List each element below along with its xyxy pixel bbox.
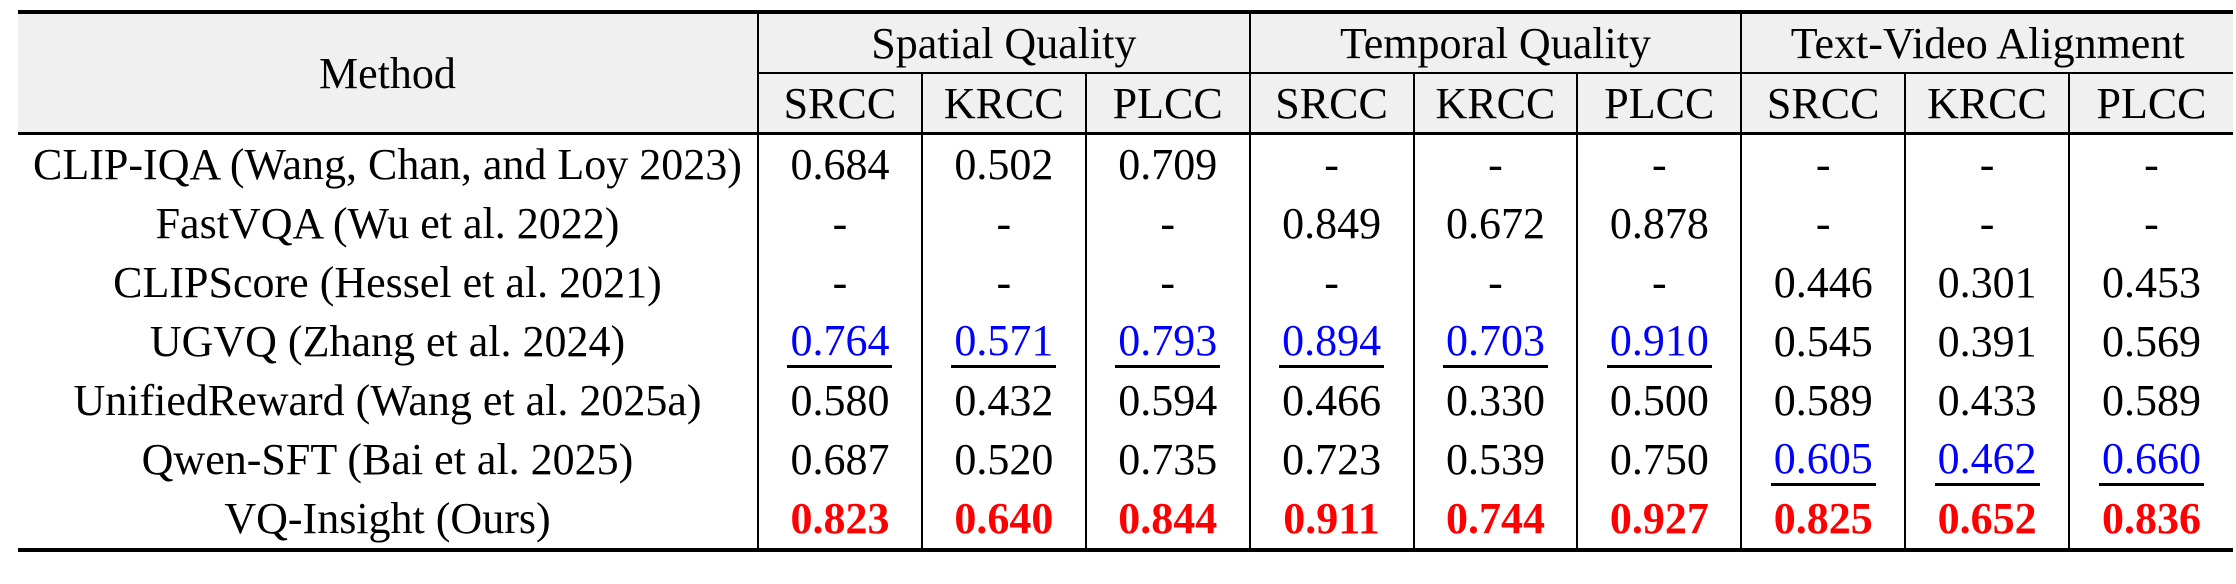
value-cell: 0.735 <box>1084 430 1250 489</box>
value-cell: 0.545 <box>1740 312 1906 371</box>
results-table: Method Spatial Quality Temporal Quality … <box>18 10 2233 552</box>
value-cell: 0.911 <box>1248 489 1414 550</box>
value-cell: 0.750 <box>1576 430 1742 489</box>
value-cell: - <box>1904 133 2069 194</box>
value-cell: 0.793 <box>1084 312 1250 371</box>
value-cell: 0.589 <box>2068 371 2233 430</box>
metric-header-plcc: PLCC <box>1084 73 1250 135</box>
value-cell: 0.580 <box>757 371 922 430</box>
value-cell: 0.709 <box>1084 133 1250 194</box>
group-header-row: Method Spatial Quality Temporal Quality … <box>18 12 2233 135</box>
value-cell: 0.927 <box>1576 489 1742 550</box>
value-cell: 0.453 <box>2068 253 2233 312</box>
table-row: UnifiedReward (Wang et al. 2025a) 0.580 … <box>18 371 2233 430</box>
metric-header-srcc: SRCC <box>1740 73 1906 135</box>
value-cell: 0.433 <box>1904 371 2069 430</box>
table-row: VQ-Insight (Ours) 0.823 0.640 0.844 0.91… <box>18 489 2233 550</box>
metric-header-row: SRCC KRCC PLCC SRCC KRCC PLCC SRCC KRCC … <box>18 73 2233 135</box>
value-cell: 0.301 <box>1904 253 2069 312</box>
metric-header-krcc: KRCC <box>1904 73 2069 135</box>
value-cell: 0.823 <box>757 489 922 550</box>
method-cell: CLIP-IQA (Wang, Chan, and Loy 2023) <box>33 140 742 189</box>
value-cell: - <box>1740 133 1906 194</box>
value-cell: 0.672 <box>1412 194 1578 253</box>
value-cell: 0.520 <box>920 430 1086 489</box>
value-cell: 0.660 <box>2068 430 2233 489</box>
method-cell: CLIPScore (Hessel et al. 2021) <box>113 258 662 307</box>
value-cell: 0.764 <box>757 312 922 371</box>
metric-header-krcc: KRCC <box>920 73 1086 135</box>
method-cell: VQ-Insight (Ours) <box>224 494 551 543</box>
value-cell: - <box>1412 253 1578 312</box>
value-cell: - <box>1248 133 1414 194</box>
value-cell: 0.687 <box>757 430 922 489</box>
metric-header-srcc: SRCC <box>1248 73 1414 135</box>
value-cell: - <box>920 253 1086 312</box>
value-cell: 0.594 <box>1084 371 1250 430</box>
group-header-temporal-quality: Temporal Quality <box>1248 12 1742 74</box>
method-cell: FastVQA (Wu et al. 2022) <box>155 199 620 248</box>
value-cell: 0.894 <box>1248 312 1414 371</box>
metric-header-srcc: SRCC <box>757 73 922 135</box>
value-cell: 0.539 <box>1412 430 1578 489</box>
value-cell: 0.589 <box>1740 371 1906 430</box>
table-row: Qwen-SFT (Bai et al. 2025) 0.687 0.520 0… <box>18 430 2233 489</box>
value-cell: 0.849 <box>1248 194 1414 253</box>
value-cell: - <box>1248 253 1414 312</box>
metric-header-plcc: PLCC <box>1576 73 1742 135</box>
table-body: CLIP-IQA (Wang, Chan, and Loy 2023) 0.68… <box>18 133 2233 550</box>
value-cell: 0.703 <box>1412 312 1578 371</box>
value-cell: 0.500 <box>1576 371 1742 430</box>
value-cell: 0.878 <box>1576 194 1742 253</box>
value-cell: - <box>1412 133 1578 194</box>
table-row: FastVQA (Wu et al. 2022) - - - 0.849 0.6… <box>18 194 2233 253</box>
value-cell: 0.744 <box>1412 489 1578 550</box>
metric-header-plcc: PLCC <box>2068 73 2233 135</box>
value-cell: 0.684 <box>757 133 922 194</box>
group-header-text-video-alignment: Text-Video Alignment <box>1740 12 2233 74</box>
value-cell: 0.836 <box>2068 489 2233 550</box>
value-cell: 0.825 <box>1740 489 1906 550</box>
value-cell: - <box>1576 253 1742 312</box>
method-cell: UnifiedReward (Wang et al. 2025a) <box>73 376 702 425</box>
value-cell: 0.502 <box>920 133 1086 194</box>
value-cell: 0.462 <box>1904 430 2069 489</box>
value-cell: - <box>2068 194 2233 253</box>
value-cell: 0.330 <box>1412 371 1578 430</box>
value-cell: 0.844 <box>1084 489 1250 550</box>
value-cell: 0.466 <box>1248 371 1414 430</box>
value-cell: 0.446 <box>1740 253 1906 312</box>
value-cell: - <box>1084 253 1250 312</box>
value-cell: 0.910 <box>1576 312 1742 371</box>
value-cell: - <box>1576 133 1742 194</box>
value-cell: 0.605 <box>1740 430 1906 489</box>
group-header-spatial-quality: Spatial Quality <box>757 12 1250 74</box>
value-cell: - <box>2068 133 2233 194</box>
value-cell: 0.571 <box>920 312 1086 371</box>
value-cell: 0.652 <box>1904 489 2069 550</box>
value-cell: 0.432 <box>920 371 1086 430</box>
value-cell: - <box>1904 194 2069 253</box>
method-cell: Qwen-SFT (Bai et al. 2025) <box>141 435 634 484</box>
value-cell: - <box>1740 194 1906 253</box>
value-cell: - <box>757 253 922 312</box>
value-cell: - <box>757 194 922 253</box>
table-header: Method Spatial Quality Temporal Quality … <box>18 12 2233 135</box>
table-row: UGVQ (Zhang et al. 2024) 0.764 0.571 0.7… <box>18 312 2233 371</box>
method-column-header: Method <box>18 12 758 135</box>
value-cell: 0.569 <box>2068 312 2233 371</box>
value-cell: 0.391 <box>1904 312 2069 371</box>
value-cell: 0.723 <box>1248 430 1414 489</box>
metric-header-krcc: KRCC <box>1412 73 1578 135</box>
value-cell: - <box>920 194 1086 253</box>
table-row: CLIP-IQA (Wang, Chan, and Loy 2023) 0.68… <box>18 133 2233 194</box>
value-cell: - <box>1084 194 1250 253</box>
method-cell: UGVQ (Zhang et al. 2024) <box>149 317 626 366</box>
value-cell: 0.640 <box>920 489 1086 550</box>
table-row: CLIPScore (Hessel et al. 2021) - - - - -… <box>18 253 2233 312</box>
